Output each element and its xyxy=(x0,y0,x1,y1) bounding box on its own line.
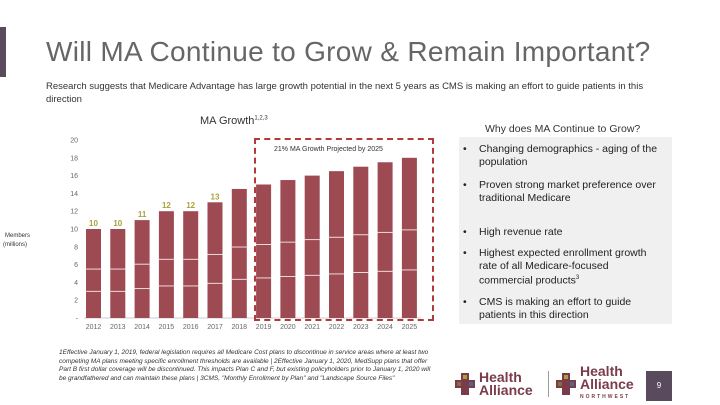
x-tick-2021: 2021 xyxy=(304,324,320,331)
y-tick-label: 10 xyxy=(70,227,78,234)
logo-subline: NORTHWEST xyxy=(580,393,631,400)
bullet-item: • High revenue rate xyxy=(463,226,661,239)
bar-2014 xyxy=(134,220,150,318)
y-axis-label-line-2: (millions) xyxy=(3,242,27,248)
bullet-text: Changing demographics - aging of the pop… xyxy=(479,143,658,168)
data-label-2015: 12 xyxy=(162,201,171,210)
health-alliance-icon xyxy=(455,373,475,395)
bar-2024 xyxy=(377,162,393,318)
data-label-2012: 10 xyxy=(89,219,98,228)
y-tick-label: 6 xyxy=(74,262,78,269)
page-title: Will MA Continue to Grow & Remain Import… xyxy=(46,36,651,67)
y-tick-label: 12 xyxy=(70,209,78,216)
page-number: 9 xyxy=(646,371,672,401)
bar-2023 xyxy=(353,166,369,318)
projection-highlight-box xyxy=(254,138,434,321)
bullet-dot: • xyxy=(463,143,467,155)
bullet-text: Proven strong market preference over tra… xyxy=(479,179,656,204)
bullet-item: • Highest expected enrollment growth rate… xyxy=(463,247,661,287)
x-tick-2012: 2012 xyxy=(86,324,102,331)
chart-title: MA Growth1,2,3 xyxy=(200,115,268,127)
bar-2022 xyxy=(329,171,344,318)
y-tick-label: 4 xyxy=(74,280,78,287)
data-label-2017: 13 xyxy=(211,192,220,201)
x-tick-2020: 2020 xyxy=(280,324,296,331)
bar-2025 xyxy=(401,157,417,318)
data-label-2014: 11 xyxy=(138,210,147,219)
sidebar-title: Why does MA Continue to Grow? xyxy=(485,123,641,135)
bullet-item: • Changing demographics - aging of the po… xyxy=(463,143,661,168)
y-tick-label: - xyxy=(76,316,79,323)
bar-2012 xyxy=(86,229,101,318)
chart-title-superscript: 1,2,3 xyxy=(254,115,268,122)
data-label-2016: 12 xyxy=(186,201,195,210)
footnote: 1Effective January 1, 2019, federal legi… xyxy=(59,349,431,382)
x-tick-2022: 2022 xyxy=(329,324,345,331)
data-label-2013: 10 xyxy=(113,219,122,228)
bullet-text: CMS is making an effort to guide patient… xyxy=(479,296,632,321)
accent-bar xyxy=(0,27,6,77)
y-tick-label: 2 xyxy=(74,298,78,305)
bullet-text: Highest expected enrollment growth rate … xyxy=(479,247,647,287)
logo-line-1: Health xyxy=(479,369,522,385)
bullet-dot: • xyxy=(463,226,467,238)
y-tick-label: 18 xyxy=(70,155,78,162)
bullet-item: • Proven strong market preference over tr… xyxy=(463,179,661,204)
x-tick-2023: 2023 xyxy=(353,324,369,331)
ma-growth-chart: - 2 4 6 8 10 12 14 16 18 20 Members (millions) 10 2012… xyxy=(3,138,421,331)
x-tick-2017: 2017 xyxy=(207,324,223,331)
bullet-dot: • xyxy=(463,179,467,191)
bar-2020 xyxy=(280,180,296,318)
bar-2019 xyxy=(256,184,272,318)
x-tick-2024: 2024 xyxy=(377,324,393,331)
x-tick-2025: 2025 xyxy=(402,324,418,331)
x-tick-2018: 2018 xyxy=(232,324,248,331)
bullet-dot: • xyxy=(463,247,467,259)
projection-annotation: 21% MA Growth Projected by 2025 xyxy=(274,146,383,153)
y-tick-label: 20 xyxy=(70,138,78,145)
bar-2021 xyxy=(304,175,320,318)
y-tick-label: 14 xyxy=(70,191,78,198)
bullet-dot: • xyxy=(463,296,467,308)
reasons-panel: • Changing demographics - aging of the po… xyxy=(459,137,672,324)
x-tick-2015: 2015 xyxy=(159,324,175,331)
chart-title-text: MA Growth xyxy=(200,115,255,127)
health-alliance-logo: Health Alliance xyxy=(455,367,533,401)
page-subtitle: Research suggests that Medicare Advantag… xyxy=(46,81,644,105)
logo-line-2: Alliance xyxy=(479,382,533,398)
logo-line-2: Alliance xyxy=(580,375,634,392)
bullet-superscript: 3 xyxy=(575,275,580,281)
x-tick-2013: 2013 xyxy=(110,324,126,331)
logo-divider xyxy=(548,371,549,397)
bar-2017 xyxy=(207,202,223,318)
health-alliance-northwest-icon xyxy=(556,373,576,395)
y-tick-label: 8 xyxy=(74,244,78,251)
y-axis-label-line-1: Members xyxy=(5,233,30,239)
bar-2018 xyxy=(231,188,247,318)
bar-2016 xyxy=(183,211,199,318)
bar-2013 xyxy=(110,229,126,318)
x-tick-2014: 2014 xyxy=(134,324,150,331)
x-tick-2016: 2016 xyxy=(183,324,199,331)
bar-2015 xyxy=(158,211,174,318)
x-tick-2019: 2019 xyxy=(256,324,272,331)
health-alliance-northwest-logo: Health Alliance NORTHWEST xyxy=(556,362,634,401)
y-tick-label: 16 xyxy=(70,173,78,180)
bullet-text: High revenue rate xyxy=(479,226,563,238)
bullet-item: • CMS is making an effort to guide patien… xyxy=(463,296,661,321)
logo-line-1: Health xyxy=(580,362,623,379)
